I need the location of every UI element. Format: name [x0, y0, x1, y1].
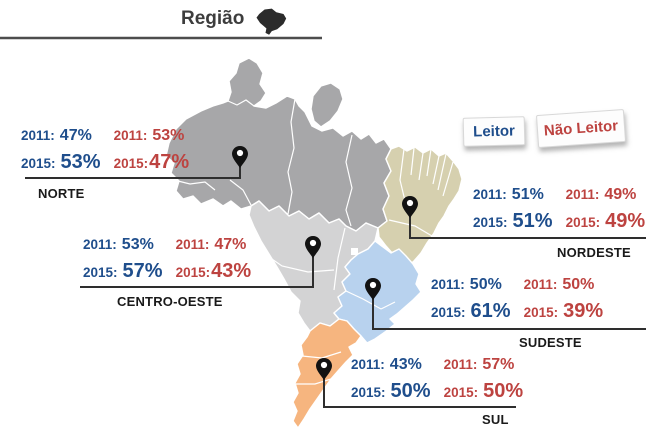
stat-nao-leitor-2015: 2015: 39% — [523, 300, 604, 322]
stat-leitor-2015: 2015: 50% — [351, 380, 431, 402]
legend-nao-leitor-badge[interactable]: Não Leitor — [535, 108, 627, 149]
pin-sul-icon — [316, 358, 332, 380]
pin-centro-oeste-icon — [305, 236, 321, 258]
state-borders — [173, 98, 454, 385]
connector-sudeste — [372, 298, 646, 330]
distrito-federal-marker — [351, 248, 358, 255]
region-stats-sul: 2011: 43% 2011: 57% 2015: 50% 2015: 50% — [351, 356, 523, 403]
region-norte-amapa — [310, 82, 344, 128]
page-title: Região — [181, 8, 245, 29]
stat-nao-leitor-2011: 2011: 57% — [443, 356, 515, 373]
stat-leitor-2015: 2015: 51% — [473, 210, 553, 232]
region-nordeste — [377, 145, 463, 268]
stat-nao-leitor-2011: 2011: 49% — [565, 186, 637, 203]
stat-nao-leitor-2011: 2011: 53% — [113, 127, 185, 144]
stat-leitor-2015: 2015: 53% — [21, 151, 101, 173]
region-stats-nordeste: 2011: 51% 2011: 49% 2015: 51% 2015: 49% — [473, 186, 645, 233]
legend-leitor-badge[interactable]: Leitor — [462, 116, 526, 147]
stat-leitor-2011: 2011: 51% — [473, 186, 544, 203]
region-label-centro-oeste: CENTRO-OESTE — [117, 294, 223, 309]
stat-nao-leitor-2011: 2011: 50% — [523, 276, 595, 293]
brazil-icon — [256, 8, 287, 35]
pin-nordeste-icon — [402, 196, 418, 218]
pin-sudeste-icon — [365, 278, 381, 300]
region-label-sul: SUL — [482, 412, 509, 427]
stat-nao-leitor-2015: 2015: 47% — [113, 151, 190, 173]
stat-nao-leitor-2015: 2015: 49% — [565, 210, 646, 232]
map-pins — [232, 146, 418, 380]
connector-sul — [323, 378, 516, 408]
pin-norte-icon — [232, 146, 248, 168]
stat-leitor-2011: 2011: 43% — [351, 356, 422, 373]
region-stats-sudeste: 2011: 50% 2011: 50% 2015: 61% 2015: 39% — [431, 276, 603, 323]
stat-leitor-2011: 2011: 50% — [431, 276, 502, 293]
connector-nordeste — [409, 216, 646, 239]
stat-nao-leitor-2015: 2015: 43% — [175, 260, 252, 282]
region-label-sudeste: SUDESTE — [519, 335, 582, 350]
region-norte — [165, 57, 392, 232]
connector-centro-oeste — [80, 256, 314, 288]
region-label-nordeste: NORDESTE — [557, 245, 631, 260]
stat-nao-leitor-2011: 2011: 47% — [175, 236, 247, 253]
stat-leitor-2015: 2015: 57% — [83, 260, 163, 282]
stat-leitor-2015: 2015: 61% — [431, 300, 511, 322]
stat-nao-leitor-2015: 2015: 50% — [443, 380, 524, 402]
connector-norte — [25, 166, 241, 179]
stat-leitor-2011: 2011: 53% — [83, 236, 154, 253]
region-stats-centro-oeste: 2011: 53% 2011: 47% 2015: 57% 2015: 43% — [83, 236, 251, 283]
region-stats-norte: 2011: 47% 2011: 53% 2015: 53% 2015: 47% — [21, 127, 189, 174]
stat-leitor-2011: 2011: 47% — [21, 127, 92, 144]
region-label-norte: NORTE — [38, 186, 85, 201]
